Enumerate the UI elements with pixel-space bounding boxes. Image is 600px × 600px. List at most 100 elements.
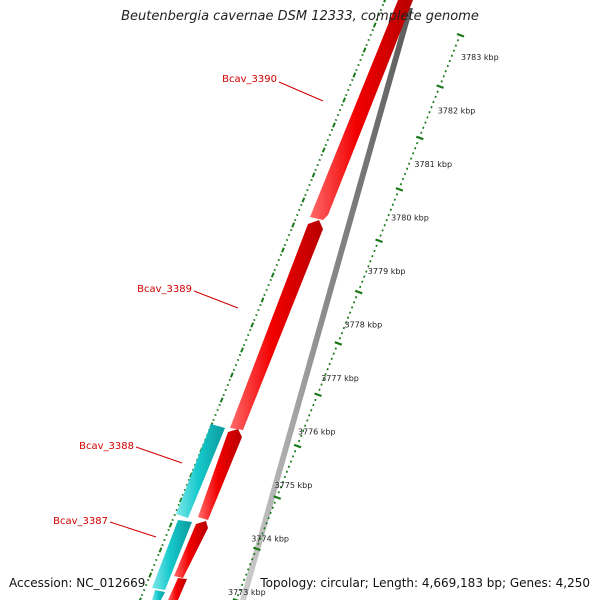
outer-minor-tick	[357, 63, 360, 67]
outer-major-tick	[281, 247, 285, 253]
position-minor-tick	[414, 147, 417, 150]
position-minor-tick	[391, 203, 394, 206]
gene-label-bcav-3388[interactable]: Bcav_3388	[79, 441, 134, 452]
position-tick-label: 3780 kbp	[391, 214, 429, 223]
gene-bcav-3389-arrow[interactable]	[230, 220, 323, 430]
gene-reverse-partial-arrow[interactable]	[152, 590, 165, 600]
outer-minor-tick	[365, 43, 368, 47]
outer-minor-tick	[277, 258, 281, 262]
position-minor-tick	[300, 434, 303, 438]
position-minor-tick	[271, 506, 274, 509]
gene-bcav-3386-arrow-partial[interactable]	[168, 578, 187, 600]
forward-strand-track	[168, 0, 413, 600]
position-major-tick	[273, 495, 282, 500]
outer-minor-tick	[144, 583, 148, 587]
gene-bcav-3388-arrow-forward[interactable]	[198, 429, 242, 520]
position-minor-tick	[361, 280, 364, 283]
outer-major-tick	[301, 197, 306, 203]
genome-backbone-track	[240, 8, 413, 600]
position-minor-tick	[385, 218, 388, 222]
position-minor-tick	[454, 44, 457, 47]
outer-minor-tick	[377, 13, 381, 17]
outer-minor-tick	[338, 108, 342, 112]
leader-line-bcav-3387	[109, 521, 157, 538]
outer-minor-tick	[155, 558, 158, 562]
position-ruler: 3783 kbp 3782 kbp 3781 kbp 3780 kbp 3779 kbp…	[228, 32, 499, 600]
outer-minor-tick	[246, 333, 250, 337]
position-minor-tick	[383, 224, 386, 227]
position-minor-tick	[322, 378, 325, 381]
outer-minor-tick	[224, 388, 227, 392]
position-minor-tick	[342, 326, 345, 330]
gene-label-bcav-3387[interactable]: Bcav_3387	[53, 516, 108, 527]
position-minor-tick	[440, 80, 443, 83]
outer-minor-tick	[242, 343, 246, 347]
position-major-tick	[375, 238, 383, 244]
position-minor-tick	[251, 557, 254, 561]
position-minor-tick	[247, 568, 250, 571]
outer-minor-tick	[340, 103, 344, 107]
outer-minor-tick	[344, 93, 348, 97]
position-tick-label: 3778 kbp	[345, 321, 383, 330]
gene-label-bcav-3389[interactable]: Bcav_3389	[137, 284, 192, 295]
gene-bcav-3390-arrow[interactable]	[310, 0, 413, 220]
outer-minor-tick	[347, 88, 350, 92]
position-tick-label: 3774 kbp	[251, 535, 289, 544]
outer-minor-tick	[259, 303, 262, 307]
outer-minor-tick	[185, 483, 189, 487]
outer-minor-tick	[167, 528, 170, 532]
outer-minor-tick	[249, 328, 252, 332]
position-minor-tick	[426, 116, 429, 119]
gene-bcav-3387-reverse-arrow[interactable]	[152, 520, 192, 590]
position-minor-tick	[444, 70, 447, 73]
position-minor-tick	[348, 311, 352, 314]
position-tick-label: 3782 kbp	[438, 107, 476, 116]
position-minor-tick	[432, 100, 435, 104]
position-minor-tick	[371, 254, 374, 258]
gene-label-bcav-3390[interactable]: Bcav_3390	[222, 74, 277, 85]
outer-minor-tick	[181, 493, 185, 497]
outer-minor-tick	[371, 28, 374, 32]
position-minor-tick	[452, 49, 455, 52]
position-minor-tick	[422, 126, 425, 129]
outer-minor-tick	[298, 208, 301, 212]
position-minor-tick	[298, 439, 301, 443]
outer-minor-tick	[351, 78, 354, 82]
outer-minor-tick	[300, 203, 303, 207]
genome-summary-text: Topology: circular; Length: 4,669,183 bp…	[260, 576, 590, 590]
position-minor-tick	[243, 578, 246, 581]
position-tick-label: 3781 kbp	[414, 160, 452, 169]
map-title: Beutenbergia cavernae DSM 12333, complet…	[121, 9, 479, 24]
outer-major-tick	[219, 397, 224, 403]
position-minor-tick	[434, 95, 437, 99]
position-minor-tick	[245, 573, 248, 576]
outer-major-tick	[229, 372, 234, 378]
position-minor-tick	[406, 167, 409, 170]
leader-line-bcav-3390	[278, 81, 324, 102]
position-minor-tick	[369, 260, 372, 263]
position-minor-tick	[446, 64, 449, 68]
outer-major-tick	[352, 72, 357, 78]
position-minor-tick	[401, 177, 405, 181]
leader-line-bcav-3388	[135, 446, 183, 464]
outer-major-tick	[138, 597, 142, 600]
position-minor-tick	[241, 583, 244, 587]
position-major-tick	[395, 187, 404, 192]
outer-minor-tick	[216, 408, 219, 412]
position-minor-tick	[340, 331, 343, 335]
outer-major-tick	[332, 122, 336, 128]
position-minor-tick	[291, 455, 295, 458]
outer-tick-ruler	[138, 0, 387, 600]
position-minor-tick	[289, 460, 293, 463]
outer-minor-tick	[263, 293, 266, 297]
outer-major-tick	[383, 0, 387, 3]
gene-bcav-3387-arrow[interactable]	[174, 521, 208, 578]
outer-minor-tick	[330, 128, 334, 132]
position-minor-tick	[257, 542, 260, 545]
outer-minor-tick	[287, 233, 291, 237]
position-minor-tick	[334, 347, 337, 350]
gene-bcav-3388-arrow[interactable]	[176, 424, 225, 518]
position-minor-tick	[279, 486, 282, 489]
position-minor-tick	[318, 388, 321, 391]
outer-minor-tick	[326, 138, 330, 142]
